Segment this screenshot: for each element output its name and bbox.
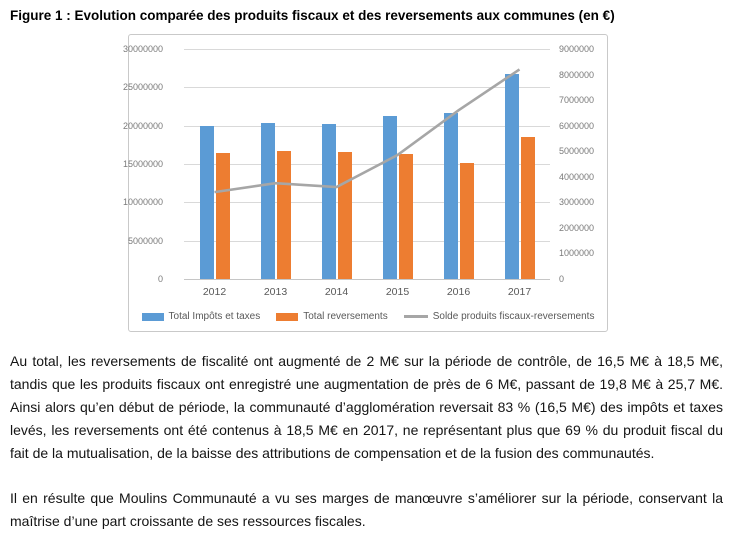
right-axis-tick: 2000000: [559, 222, 595, 233]
left-axis-tick: 5000000: [127, 235, 163, 246]
bar-impots-et-taxes: [443, 112, 458, 279]
gridline: [184, 87, 550, 89]
legend-swatch-reversements: [276, 312, 299, 321]
left-axis-tick: 0: [157, 274, 163, 284]
solde-line: [214, 68, 521, 194]
right-axis-tick: 8000000: [559, 69, 595, 80]
gridline: [184, 279, 550, 280]
legend-label-impots: Total Impôts et taxes: [168, 311, 261, 322]
body-text: Au total, les reversements de fiscalité …: [10, 350, 723, 555]
legend-item-impots: Total Impôts et taxes: [141, 311, 261, 322]
bar-reversements: [215, 152, 230, 279]
right-axis-tick: 4000000: [559, 171, 595, 182]
legend-swatch-solde: [403, 315, 428, 318]
right-axis-tick: 9000000: [559, 44, 595, 54]
left-axis-tick: 30000000: [123, 44, 164, 54]
x-axis-label: 2014: [324, 286, 349, 298]
x-axis-label: 2015: [385, 286, 410, 298]
gridline: [184, 125, 550, 127]
bar-reversements: [398, 153, 413, 279]
legend-label-reversements: Total reversements: [303, 311, 388, 322]
x-axis-label: 2012: [202, 286, 227, 298]
x-axis-label: 2013: [263, 286, 288, 298]
paragraph: Au total, les reversements de fiscalité …: [10, 353, 723, 461]
bar-impots-et-taxes: [199, 126, 214, 279]
x-axis-label: 2016: [446, 286, 471, 298]
bar-impots-et-taxes: [504, 74, 519, 279]
right-axis-tick: 7000000: [559, 95, 595, 106]
legend-swatch-impots: [141, 312, 164, 321]
gridline: [184, 240, 550, 242]
left-axis-tick: 15000000: [123, 159, 164, 169]
bar-impots-et-taxes: [260, 122, 275, 279]
bar-impots-et-taxes: [321, 124, 336, 279]
legend-item-solde: Solde produits fiscaux-reversements: [403, 311, 595, 322]
right-axis-tick: 3000000: [559, 197, 595, 208]
figure-caption: Figure 1 : Evolution comparée des produi…: [10, 8, 615, 23]
right-axis-tick: 0: [559, 274, 565, 284]
bar-reversements: [520, 137, 535, 279]
gridline: [184, 202, 550, 204]
right-axis-tick: 1000000: [559, 248, 595, 259]
right-axis-tick: 6000000: [559, 120, 595, 131]
right-axis-tick: 5000000: [559, 146, 595, 157]
x-axis-label: 2017: [507, 286, 532, 298]
chart-legend: Total Impôts et taxes Total reversements…: [129, 311, 607, 322]
chart: Total Impôts et taxes Total reversements…: [123, 34, 608, 332]
legend-item-reversements: Total reversements: [276, 311, 388, 322]
paragraph: Il en résulte que Moulins Communauté a v…: [10, 490, 723, 529]
legend-label-solde: Solde produits fiscaux-reversements: [432, 311, 595, 322]
gridline: [184, 49, 550, 50]
bar-reversements: [459, 163, 474, 279]
gridline: [184, 164, 550, 165]
left-axis-tick: 10000000: [123, 197, 164, 208]
left-axis-tick: 20000000: [123, 120, 164, 131]
left-axis-tick: 25000000: [123, 82, 164, 93]
